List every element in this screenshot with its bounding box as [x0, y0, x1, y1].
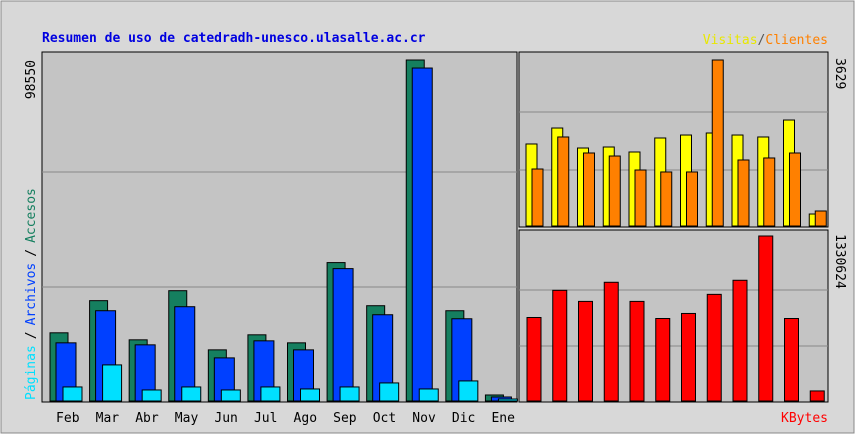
x-tick-label: Mar — [96, 411, 120, 426]
bar — [418, 388, 439, 402]
bar — [141, 389, 162, 402]
x-tick-label: Jul — [254, 411, 277, 426]
bar — [102, 364, 123, 402]
bar — [552, 289, 568, 402]
bar — [583, 152, 595, 227]
bar — [220, 389, 241, 402]
bar — [608, 155, 621, 227]
legend-entry: Clientes — [765, 33, 828, 48]
legend-entry: Accesos — [24, 188, 39, 243]
bar — [411, 67, 433, 402]
bar — [62, 386, 83, 402]
x-tick-label: May — [175, 411, 199, 426]
kbytes-plot — [518, 229, 829, 403]
bar — [379, 382, 400, 402]
bar — [814, 210, 827, 227]
x-tick-label: Sep — [333, 411, 357, 426]
visits-plot — [518, 51, 829, 228]
bar — [181, 386, 202, 402]
bar — [332, 268, 354, 402]
main-plot — [41, 51, 518, 403]
x-tick-label: Nov — [412, 411, 436, 426]
y-tick-label: 1330624 — [832, 234, 847, 289]
y-tick-label: 3629 — [832, 58, 847, 89]
bar — [789, 152, 801, 227]
legend-separator: / — [24, 331, 39, 339]
bar — [706, 293, 722, 402]
bar — [497, 398, 518, 402]
x-tick-label: Abr — [135, 411, 159, 426]
legend-entry: Páginas — [24, 345, 39, 400]
chart-title: Resumen de uso de catedradh-unesco.ulasa… — [42, 31, 426, 46]
bar — [260, 386, 281, 402]
x-tick-label: Feb — [56, 411, 80, 426]
bar — [629, 300, 645, 402]
bar — [655, 318, 671, 402]
bar — [681, 312, 696, 402]
legend: Visitas/Clientes — [703, 33, 828, 48]
bar — [732, 279, 748, 402]
x-tick-label: Dic — [452, 411, 475, 426]
bar — [763, 157, 776, 227]
x-tick-label: Oct — [373, 411, 396, 426]
x-tick-label: Ene — [491, 411, 515, 426]
bar — [578, 300, 593, 402]
legend-entry: KBytes — [781, 411, 828, 426]
legend-entry: Archivos — [24, 263, 39, 326]
bar — [784, 318, 799, 402]
bar — [634, 169, 647, 227]
bar — [660, 171, 673, 227]
bar — [711, 59, 724, 227]
bar — [758, 235, 774, 402]
bar — [339, 386, 360, 402]
bar — [557, 136, 570, 227]
y-tick-label: 98550 — [24, 60, 39, 99]
bar — [300, 388, 320, 402]
x-tick-label: Jun — [214, 411, 237, 426]
bar — [531, 168, 544, 227]
legend: Páginas / Archivos / Accesos — [24, 188, 39, 400]
bar — [686, 171, 698, 227]
bar — [809, 390, 825, 402]
legend-separator: / — [24, 249, 39, 257]
bar — [737, 159, 750, 227]
x-tick-label: Ago — [294, 411, 317, 426]
legend-separator: / — [758, 33, 766, 48]
bar — [526, 316, 542, 402]
bar — [458, 380, 479, 402]
bar — [603, 281, 619, 402]
legend-entry: Visitas — [703, 33, 758, 48]
